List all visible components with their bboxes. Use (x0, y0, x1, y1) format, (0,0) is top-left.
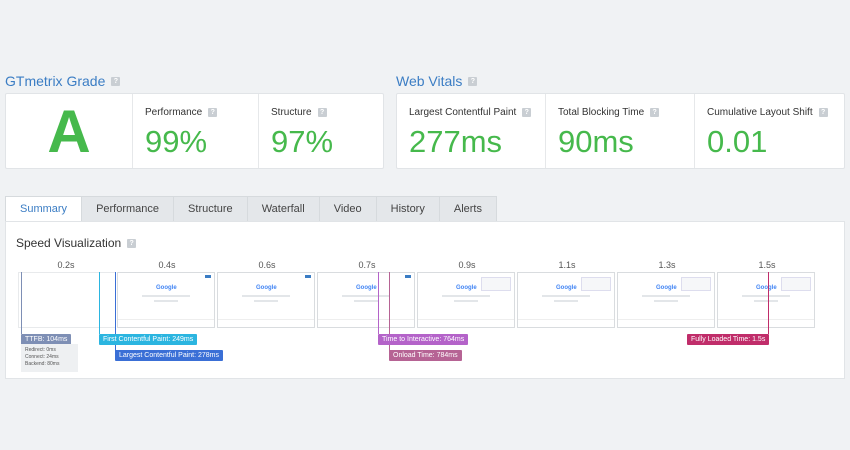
tbt-value: 90ms (558, 124, 634, 159)
filmstrip-frame[interactable]: Google (117, 272, 215, 328)
help-icon[interactable]: ? (208, 108, 218, 117)
structure-label: Structure (271, 107, 312, 118)
web-vitals-heading: Web Vitals ? (396, 73, 478, 89)
tbt-label: Total Blocking Time (558, 107, 645, 118)
gtmetrix-grade-heading: GTmetrix Grade ? (5, 73, 121, 89)
web-vitals-title: Web Vitals (396, 73, 463, 89)
filmstrip-frame[interactable]: Google (317, 272, 415, 328)
time-label: 0.9s (458, 260, 476, 270)
tab-history[interactable]: History (376, 196, 440, 222)
fcp-tag[interactable]: First Contentful Paint: 249ms (99, 334, 198, 345)
structure-value: 97% (271, 124, 334, 159)
filmstrip-frame[interactable] (18, 272, 116, 328)
google-logo-thumbnail: Google (556, 285, 577, 291)
grade-letter: A (47, 97, 91, 165)
google-logo-thumbnail: Google (756, 285, 777, 291)
google-logo-thumbnail: Google (256, 285, 277, 291)
time-label: 0.4s (158, 260, 176, 270)
report-tabs: Summary Performance Structure Waterfall … (5, 196, 497, 222)
tti-marker-line (378, 272, 379, 334)
structure-metric: Structure ? 97% (259, 94, 383, 168)
ttfb-connect: Connect: 24ms (25, 354, 59, 360)
time-label: 0.7s (358, 260, 376, 270)
tbt-metric: Total Blocking Time ? 90ms (546, 94, 695, 168)
fully-loaded-marker-line (768, 272, 769, 334)
help-icon[interactable]: ? (111, 76, 121, 86)
time-label: 1.3s (658, 260, 676, 270)
lcp-marker-line (115, 272, 116, 352)
filmstrip-frame[interactable]: Google (217, 272, 315, 328)
filmstrip-frame[interactable]: Google (417, 272, 515, 328)
performance-value: 99% (145, 124, 208, 159)
cls-value: 0.01 (707, 124, 768, 159)
filmstrip-frame[interactable]: Google (517, 272, 615, 328)
cls-label: Cumulative Layout Shift (707, 107, 813, 118)
grade-box: A (6, 94, 133, 168)
ttfb-tag[interactable]: TTFB: 104ms (21, 334, 72, 345)
onload-tag[interactable]: Onload Time: 784ms (389, 350, 462, 361)
time-label: 0.6s (258, 260, 276, 270)
google-logo-thumbnail: Google (356, 285, 377, 291)
filmstrip-frame[interactable]: Google (717, 272, 815, 328)
tab-video[interactable]: Video (319, 196, 377, 222)
lcp-tag[interactable]: Largest Contentful Paint: 278ms (115, 350, 224, 361)
ttfb-redirect: Redirect: 0ms (25, 347, 56, 353)
web-vitals-card: Largest Contentful Paint ? 277ms Total B… (396, 93, 845, 169)
help-icon[interactable]: ? (127, 238, 137, 248)
speed-visualization-heading: Speed Visualization ? (16, 236, 137, 250)
help-icon[interactable]: ? (818, 108, 828, 117)
help-icon[interactable]: ? (650, 108, 660, 117)
speed-visualization-title: Speed Visualization (16, 236, 122, 250)
help-icon[interactable]: ? (468, 76, 478, 86)
lcp-metric: Largest Contentful Paint ? 277ms (397, 94, 546, 168)
tab-performance[interactable]: Performance (82, 196, 175, 222)
google-logo-thumbnail: Google (456, 285, 477, 291)
tti-tag[interactable]: Time to Interactive: 764ms (378, 334, 469, 345)
tab-structure[interactable]: Structure (174, 196, 248, 222)
speed-visualization-panel: Speed Visualization ? 0.2s 0.4s 0.6s 0.7… (5, 221, 845, 379)
onload-marker-line (389, 272, 390, 352)
google-logo-thumbnail: Google (156, 285, 177, 291)
ttfb-details: Redirect: 0ms Connect: 24ms Backend: 80m… (21, 344, 78, 372)
ttfb-marker-line (21, 272, 22, 334)
performance-metric: Performance ? 99% (133, 94, 259, 168)
fully-loaded-tag[interactable]: Fully Loaded Time: 1.5s (687, 334, 770, 345)
filmstrip-frame[interactable]: Google (617, 272, 715, 328)
tab-waterfall[interactable]: Waterfall (247, 196, 320, 222)
cls-metric: Cumulative Layout Shift ? 0.01 (695, 94, 844, 168)
tab-summary[interactable]: Summary (5, 196, 83, 222)
lcp-value: 277ms (409, 124, 503, 159)
gtmetrix-grade-card: A Performance ? 99% Structure ? 97% (5, 93, 384, 169)
help-icon[interactable]: ? (317, 108, 327, 117)
fcp-marker-line (99, 272, 100, 334)
help-icon[interactable]: ? (522, 108, 532, 117)
tab-alerts[interactable]: Alerts (439, 196, 497, 222)
google-logo-thumbnail: Google (656, 285, 677, 291)
gtmetrix-grade-title: GTmetrix Grade (5, 73, 106, 89)
time-label: 1.1s (558, 260, 576, 270)
time-label: 1.5s (758, 260, 776, 270)
lcp-label: Largest Contentful Paint (409, 107, 517, 118)
time-label: 0.2s (57, 260, 75, 270)
performance-label: Performance (145, 107, 203, 118)
ttfb-backend: Backend: 80ms (25, 361, 60, 367)
